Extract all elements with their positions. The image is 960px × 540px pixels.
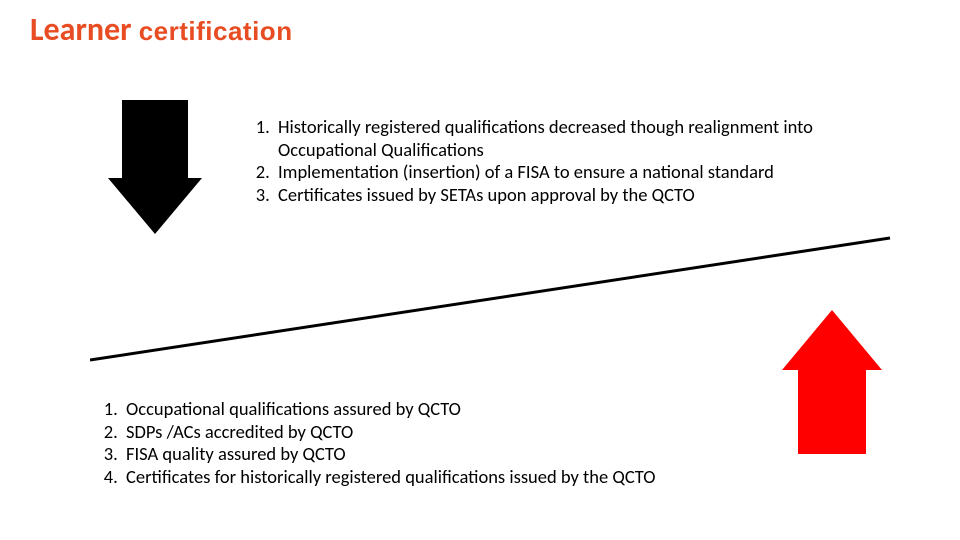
- down-arrow-icon: [108, 100, 202, 240]
- slide-title: Learner certification: [30, 12, 293, 47]
- list-item: Certificates issued by SETAs upon approv…: [274, 184, 888, 207]
- list-item: Certificates for historically registered…: [122, 466, 736, 489]
- list-item: SDPs /ACs accredited by QCTO: [122, 421, 736, 444]
- title-word-certification: certification: [139, 16, 293, 46]
- list-item: Implementation (insertion) of a FISA to …: [274, 161, 888, 184]
- slide: Learner certification Historically regis…: [0, 0, 960, 540]
- bottom-list: Occupational qualifications assured by Q…: [96, 398, 736, 488]
- list-item: Historically registered qualifications d…: [274, 116, 888, 161]
- top-list: Historically registered qualifications d…: [248, 116, 888, 206]
- list-item: FISA quality assured by QCTO: [122, 443, 736, 466]
- up-arrow-icon: [782, 310, 882, 460]
- divider-line-icon: [90, 234, 894, 364]
- list-item: Occupational qualifications assured by Q…: [122, 398, 736, 421]
- title-word-learner: Learner: [30, 10, 131, 49]
